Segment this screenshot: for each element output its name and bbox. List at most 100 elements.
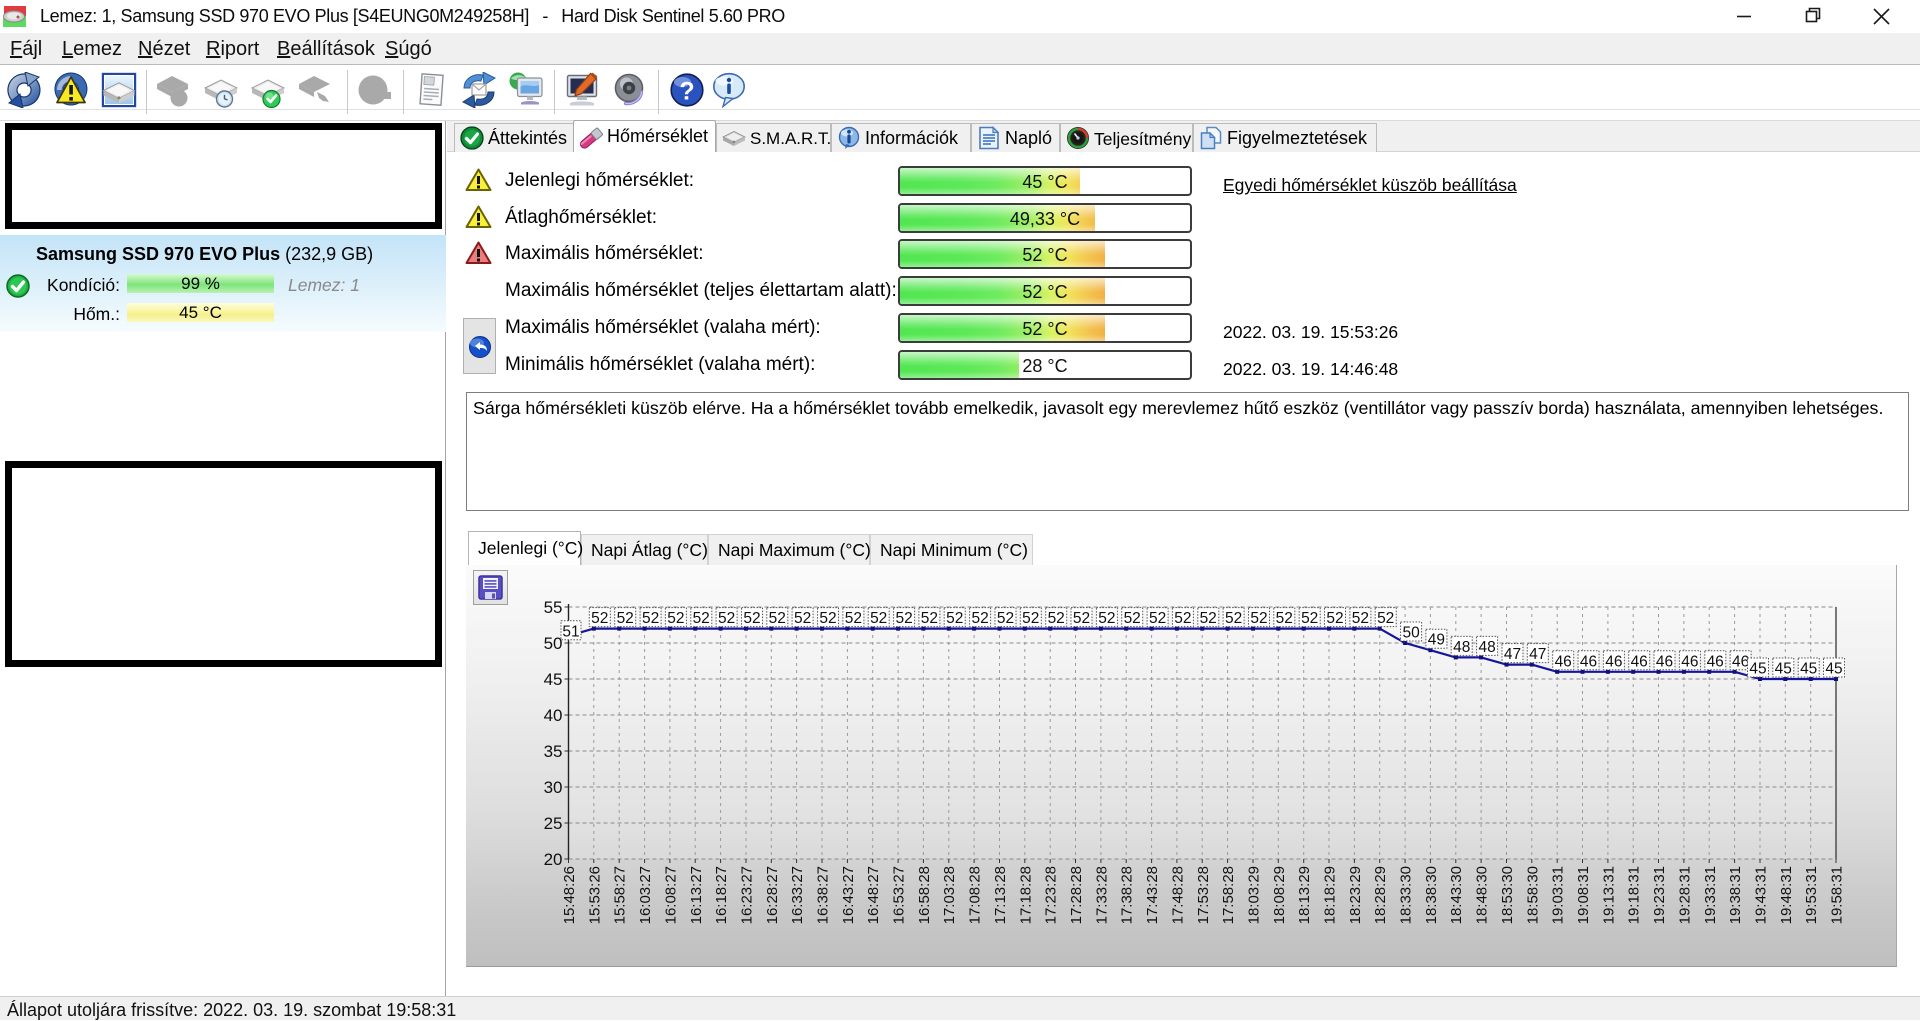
svg-text:17:03:28: 17:03:28 — [941, 866, 958, 924]
svg-text:18:18:29: 18:18:29 — [1322, 866, 1339, 924]
svg-text:52: 52 — [1276, 610, 1293, 627]
svg-text:19:48:31: 19:48:31 — [1778, 866, 1795, 924]
svg-text:18:58:30: 18:58:30 — [1524, 866, 1541, 924]
svg-text:15:58:27: 15:58:27 — [612, 866, 629, 924]
svg-text:52: 52 — [591, 610, 608, 627]
svg-text:16:43:27: 16:43:27 — [840, 866, 857, 924]
svg-text:25: 25 — [544, 814, 563, 833]
svg-text:52: 52 — [1200, 610, 1217, 627]
svg-text:52: 52 — [971, 610, 988, 627]
svg-text:16:33:27: 16:33:27 — [789, 866, 806, 924]
svg-text:18:03:29: 18:03:29 — [1246, 866, 1263, 924]
svg-text:18:23:29: 18:23:29 — [1347, 866, 1364, 924]
svg-text:19:13:31: 19:13:31 — [1600, 866, 1617, 924]
svg-text:55: 55 — [544, 598, 563, 617]
svg-text:52: 52 — [1174, 610, 1191, 627]
svg-text:46: 46 — [1580, 653, 1597, 670]
svg-text:20: 20 — [544, 850, 563, 869]
svg-text:45: 45 — [544, 670, 563, 689]
svg-text:17:23:28: 17:23:28 — [1043, 866, 1060, 924]
svg-text:52: 52 — [1301, 610, 1318, 627]
svg-text:15:48:26: 15:48:26 — [561, 866, 578, 924]
svg-text:35: 35 — [544, 742, 563, 761]
svg-text:19:33:31: 19:33:31 — [1702, 866, 1719, 924]
svg-text:47: 47 — [1504, 646, 1521, 663]
svg-text:17:43:28: 17:43:28 — [1144, 866, 1161, 924]
svg-text:52: 52 — [895, 610, 912, 627]
svg-text:17:18:28: 17:18:28 — [1017, 866, 1034, 924]
svg-text:46: 46 — [1656, 653, 1673, 670]
svg-text:46: 46 — [1631, 653, 1648, 670]
svg-text:17:08:28: 17:08:28 — [967, 866, 984, 924]
svg-text:52: 52 — [693, 610, 710, 627]
svg-text:52: 52 — [1326, 610, 1343, 627]
svg-text:17:38:28: 17:38:28 — [1119, 866, 1136, 924]
svg-text:18:43:30: 18:43:30 — [1448, 866, 1465, 924]
svg-text:52: 52 — [997, 610, 1014, 627]
svg-text:17:13:28: 17:13:28 — [992, 866, 1009, 924]
svg-text:52: 52 — [870, 610, 887, 627]
svg-text:52: 52 — [769, 610, 786, 627]
svg-text:52: 52 — [1250, 610, 1267, 627]
svg-text:19:38:31: 19:38:31 — [1727, 866, 1744, 924]
svg-text:46: 46 — [1555, 653, 1572, 670]
svg-text:19:03:31: 19:03:31 — [1550, 866, 1567, 924]
svg-text:51: 51 — [562, 623, 579, 640]
svg-text:52: 52 — [718, 610, 735, 627]
svg-text:16:08:27: 16:08:27 — [662, 866, 679, 924]
svg-text:47: 47 — [1529, 646, 1546, 663]
svg-text:46: 46 — [1681, 653, 1698, 670]
svg-text:?: ? — [679, 78, 694, 106]
svg-text:18:38:30: 18:38:30 — [1423, 866, 1440, 924]
svg-text:16:38:27: 16:38:27 — [815, 866, 832, 924]
svg-text:16:13:27: 16:13:27 — [688, 866, 705, 924]
svg-text:18:13:29: 18:13:29 — [1296, 866, 1313, 924]
svg-text:18:28:29: 18:28:29 — [1372, 866, 1389, 924]
svg-text:52: 52 — [1149, 610, 1166, 627]
svg-text:52: 52 — [667, 610, 684, 627]
svg-text:18:33:30: 18:33:30 — [1398, 866, 1415, 924]
svg-text:17:48:28: 17:48:28 — [1169, 866, 1186, 924]
svg-text:19:53:31: 19:53:31 — [1803, 866, 1820, 924]
svg-text:19:43:31: 19:43:31 — [1753, 866, 1770, 924]
svg-text:19:58:31: 19:58:31 — [1829, 866, 1846, 924]
svg-text:52: 52 — [921, 610, 938, 627]
svg-text:15:53:26: 15:53:26 — [586, 866, 603, 924]
svg-text:46: 46 — [1732, 653, 1749, 670]
svg-text:19:18:31: 19:18:31 — [1626, 866, 1643, 924]
svg-text:52: 52 — [946, 610, 963, 627]
svg-text:45: 45 — [1825, 661, 1842, 678]
svg-text:52: 52 — [1352, 610, 1369, 627]
svg-text:52: 52 — [1073, 610, 1090, 627]
svg-text:46: 46 — [1605, 653, 1622, 670]
svg-text:18:08:29: 18:08:29 — [1271, 866, 1288, 924]
svg-text:19:08:31: 19:08:31 — [1575, 866, 1592, 924]
svg-text:16:18:27: 16:18:27 — [713, 866, 730, 924]
svg-text:52: 52 — [819, 610, 836, 627]
svg-text:45: 45 — [1800, 661, 1817, 678]
svg-text:17:28:28: 17:28:28 — [1068, 866, 1085, 924]
svg-text:48: 48 — [1453, 639, 1470, 656]
svg-text:16:03:27: 16:03:27 — [637, 866, 654, 924]
svg-text:52: 52 — [617, 610, 634, 627]
svg-text:19:23:31: 19:23:31 — [1651, 866, 1668, 924]
svg-text:52: 52 — [1225, 610, 1242, 627]
svg-text:48: 48 — [1478, 639, 1495, 656]
svg-text:18:53:30: 18:53:30 — [1499, 866, 1516, 924]
svg-text:45: 45 — [1749, 661, 1766, 678]
svg-text:19:28:31: 19:28:31 — [1676, 866, 1693, 924]
svg-text:52: 52 — [1022, 610, 1039, 627]
svg-text:52: 52 — [743, 610, 760, 627]
svg-text:49: 49 — [1428, 632, 1445, 649]
svg-text:16:48:27: 16:48:27 — [865, 866, 882, 924]
svg-text:16:28:27: 16:28:27 — [764, 866, 781, 924]
svg-text:30: 30 — [544, 778, 563, 797]
svg-text:50: 50 — [544, 634, 563, 653]
svg-text:17:53:28: 17:53:28 — [1195, 866, 1212, 924]
svg-text:18:48:30: 18:48:30 — [1474, 866, 1491, 924]
svg-text:52: 52 — [794, 610, 811, 627]
svg-text:17:58:28: 17:58:28 — [1220, 866, 1237, 924]
svg-text:52: 52 — [1098, 610, 1115, 627]
svg-text:40: 40 — [544, 706, 563, 725]
svg-text:52: 52 — [845, 610, 862, 627]
